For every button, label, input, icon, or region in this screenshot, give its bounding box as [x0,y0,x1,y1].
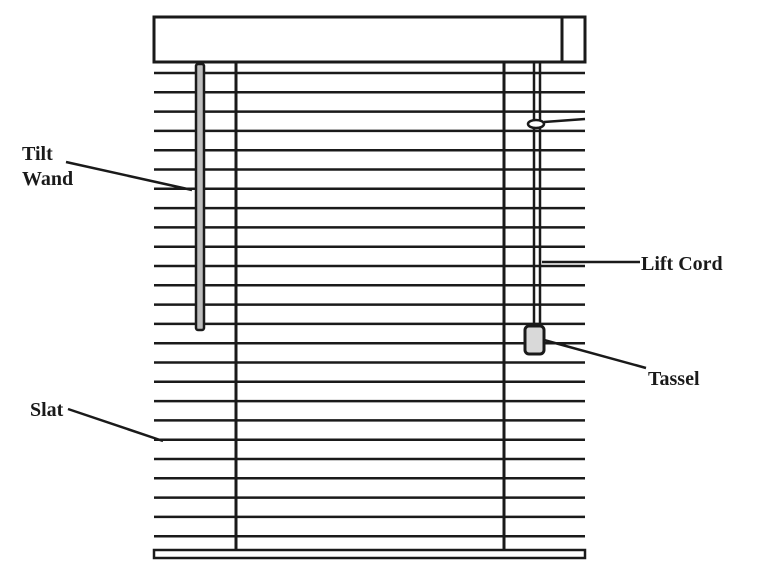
slats [154,71,585,538]
wand-label: Wand [22,168,74,190]
tilt-label: Tilt [22,143,53,165]
lift-cord [526,62,546,326]
lift-cord-label: Lift Cord [641,253,723,275]
tassel-label: Tassel [648,368,700,390]
leader-lift-cord-upper [543,117,586,124]
bottom-rail [152,548,587,560]
tassel [523,324,546,356]
leader-tilt-wand [65,160,193,192]
leader-slat [67,407,164,443]
tilt-wand [194,62,206,332]
ladder-strings [234,62,506,557]
leader-lines [65,117,647,443]
slat-label: Slat [30,399,64,421]
head-rail [152,15,587,64]
leader-tassel [543,338,647,370]
